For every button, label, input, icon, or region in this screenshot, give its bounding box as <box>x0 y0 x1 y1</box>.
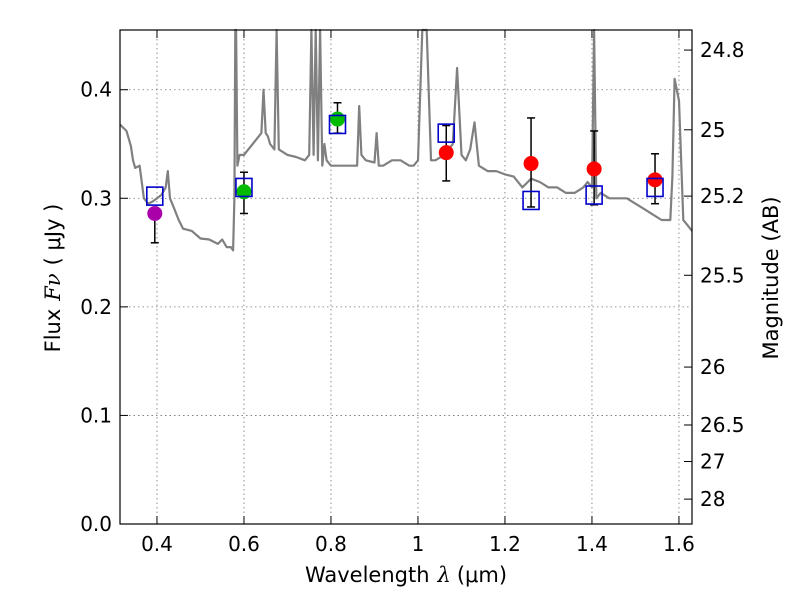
points-layer <box>147 111 663 221</box>
model-photometry-square <box>585 185 603 205</box>
model-photometry-square <box>328 114 347 135</box>
x-axis-symbol: λ <box>437 563 451 587</box>
data-point <box>438 145 454 161</box>
x-tick-label: 1.2 <box>489 532 521 556</box>
data-point <box>586 161 602 177</box>
model-photometry-square <box>145 186 164 206</box>
data-point <box>236 184 252 200</box>
mag-tick-label: 25 <box>700 118 725 142</box>
y2-axis-label: Magnitude (AB) <box>759 196 783 359</box>
data-point <box>523 156 539 172</box>
y-tick-label: 0.2 <box>80 295 112 319</box>
data-point <box>329 111 345 127</box>
ticks-layer <box>120 30 692 525</box>
spectrum-line <box>119 28 693 252</box>
y-tick-label: 0.1 <box>80 403 112 427</box>
grid-layer <box>120 30 692 524</box>
x-tick-label: 0.8 <box>315 532 347 556</box>
model-photometry-square <box>235 177 253 198</box>
model-square-layer <box>145 114 664 211</box>
x-tick-label: 1.6 <box>663 532 695 556</box>
x-axis-unit: (μm) <box>457 563 507 587</box>
y-axis-unit: ( μJy ) <box>41 204 65 266</box>
model-photometry-square <box>437 123 456 143</box>
y-axis-label-text: Flux <box>41 309 65 353</box>
x-tick-label: 0.4 <box>141 532 173 556</box>
model-photometry-square <box>646 177 664 198</box>
y-axis-label: Flux Fν ( μJy ) <box>41 204 65 353</box>
y-tick-label: 0.3 <box>80 186 112 210</box>
y-tick-label: 0.4 <box>80 78 112 102</box>
mag-tick-label: 28 <box>700 487 725 511</box>
spectrum-layer <box>119 28 693 252</box>
plot-frame <box>119 29 693 525</box>
x-tick-label: 1 <box>412 532 425 556</box>
model-photometry-square <box>522 190 540 211</box>
mag-tick-label: 25.2 <box>700 184 745 208</box>
data-point <box>147 205 163 221</box>
error-bar-layer <box>150 101 660 244</box>
mag-tick-label: 26.5 <box>700 413 745 437</box>
x-axis-label-text: Wavelength <box>305 563 430 587</box>
data-point <box>647 172 663 188</box>
x-tick-label: 1.4 <box>576 532 608 556</box>
y-axis-symbol: Fν <box>41 273 65 302</box>
tick-labels-layer: 0.4 0.6 0.8 1 1.2 1.4 1.6 0.0 0.1 0.2 0.3 0.4 24.8 25… <box>80 38 744 556</box>
mag-tick-label: 24.8 <box>700 38 745 62</box>
x-axis-label: Wavelength λ (μm) <box>305 563 507 587</box>
mag-tick-label: 27 <box>700 450 725 474</box>
mag-tick-label: 26 <box>700 355 725 379</box>
mag-tick-label: 25.5 <box>700 263 745 287</box>
x-tick-label: 0.6 <box>228 532 260 556</box>
y-tick-label: 0.0 <box>80 512 112 536</box>
